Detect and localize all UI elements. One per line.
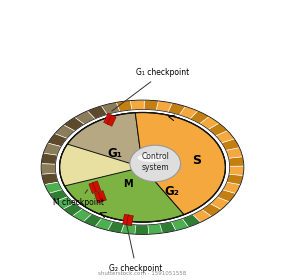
Polygon shape bbox=[179, 106, 198, 119]
Ellipse shape bbox=[137, 154, 165, 162]
Polygon shape bbox=[55, 197, 74, 209]
Polygon shape bbox=[121, 224, 136, 234]
Polygon shape bbox=[44, 182, 62, 193]
Text: G₂: G₂ bbox=[164, 185, 179, 198]
Polygon shape bbox=[67, 206, 88, 220]
Polygon shape bbox=[58, 199, 78, 212]
Polygon shape bbox=[79, 212, 99, 225]
Polygon shape bbox=[156, 101, 172, 112]
Polygon shape bbox=[135, 113, 225, 215]
Text: G₁: G₁ bbox=[107, 147, 122, 160]
Polygon shape bbox=[223, 182, 241, 193]
Polygon shape bbox=[87, 106, 107, 119]
Polygon shape bbox=[50, 191, 69, 204]
Polygon shape bbox=[210, 197, 229, 209]
Text: G₂ checkpoint: G₂ checkpoint bbox=[109, 225, 163, 272]
Polygon shape bbox=[49, 190, 68, 202]
Polygon shape bbox=[44, 182, 63, 195]
Polygon shape bbox=[229, 166, 244, 176]
Polygon shape bbox=[202, 204, 221, 216]
Polygon shape bbox=[190, 111, 209, 124]
Polygon shape bbox=[229, 157, 244, 166]
Polygon shape bbox=[75, 111, 95, 124]
Polygon shape bbox=[182, 214, 201, 227]
Polygon shape bbox=[123, 214, 129, 225]
Polygon shape bbox=[92, 217, 111, 230]
Polygon shape bbox=[135, 225, 149, 234]
Polygon shape bbox=[56, 110, 229, 225]
Polygon shape bbox=[208, 123, 227, 136]
Polygon shape bbox=[192, 209, 212, 222]
Polygon shape bbox=[93, 181, 101, 192]
Polygon shape bbox=[168, 103, 185, 115]
Ellipse shape bbox=[60, 113, 225, 222]
Polygon shape bbox=[64, 117, 84, 131]
Polygon shape bbox=[95, 218, 113, 230]
Text: shutterstock.com · 1591051558: shutterstock.com · 1591051558 bbox=[98, 271, 187, 276]
Polygon shape bbox=[73, 209, 91, 222]
Ellipse shape bbox=[130, 145, 180, 182]
Polygon shape bbox=[62, 167, 184, 222]
Polygon shape bbox=[171, 219, 189, 231]
Polygon shape bbox=[106, 221, 124, 233]
Polygon shape bbox=[116, 101, 132, 111]
Polygon shape bbox=[217, 190, 236, 202]
Polygon shape bbox=[41, 153, 57, 164]
Polygon shape bbox=[130, 100, 144, 110]
Polygon shape bbox=[226, 148, 243, 158]
Text: Cell cycle control points: Cell cycle control points bbox=[7, 10, 140, 20]
Polygon shape bbox=[216, 131, 234, 143]
Polygon shape bbox=[60, 113, 164, 222]
Polygon shape bbox=[89, 182, 97, 193]
Polygon shape bbox=[104, 113, 113, 125]
Polygon shape bbox=[127, 215, 133, 226]
Polygon shape bbox=[83, 214, 102, 227]
Polygon shape bbox=[41, 164, 56, 174]
Polygon shape bbox=[48, 134, 67, 146]
Polygon shape bbox=[200, 116, 219, 129]
Polygon shape bbox=[98, 190, 106, 202]
Polygon shape bbox=[43, 143, 61, 155]
Text: M: M bbox=[123, 179, 133, 190]
Polygon shape bbox=[108, 221, 124, 233]
Polygon shape bbox=[160, 222, 176, 233]
Polygon shape bbox=[227, 174, 243, 185]
Polygon shape bbox=[94, 192, 103, 203]
Polygon shape bbox=[137, 225, 153, 234]
Ellipse shape bbox=[132, 162, 182, 174]
Polygon shape bbox=[121, 224, 138, 234]
Polygon shape bbox=[148, 224, 162, 234]
Text: M checkpoint: M checkpoint bbox=[52, 190, 103, 207]
Text: Control
system: Control system bbox=[141, 152, 169, 172]
Polygon shape bbox=[101, 102, 120, 115]
Polygon shape bbox=[221, 139, 239, 150]
Polygon shape bbox=[42, 173, 58, 185]
Polygon shape bbox=[107, 115, 116, 126]
Polygon shape bbox=[144, 100, 158, 110]
Text: S: S bbox=[192, 154, 201, 167]
Polygon shape bbox=[60, 144, 142, 186]
Text: G₁ checkpoint: G₁ checkpoint bbox=[112, 68, 190, 111]
Polygon shape bbox=[55, 125, 75, 138]
Polygon shape bbox=[152, 223, 169, 234]
Polygon shape bbox=[63, 203, 82, 216]
